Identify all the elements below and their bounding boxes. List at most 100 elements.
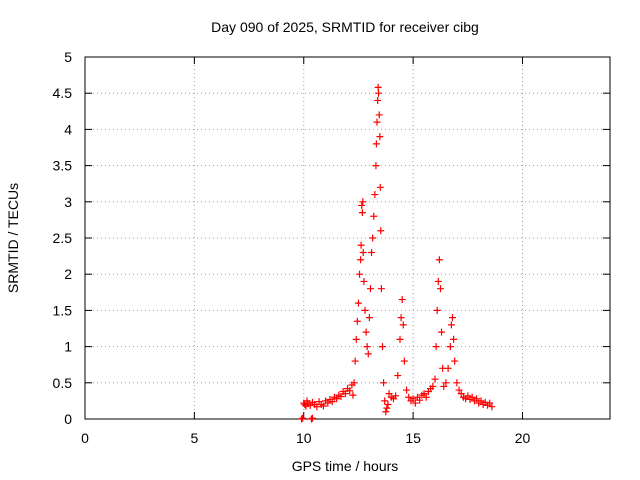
data-point: [356, 270, 364, 278]
data-point: [447, 321, 455, 329]
data-point: [368, 248, 376, 256]
data-point: [468, 393, 476, 401]
data-point: [374, 96, 382, 104]
data-point: [382, 408, 390, 416]
data-point: [416, 396, 424, 404]
data-point: [365, 314, 373, 322]
data-point: [364, 350, 372, 358]
data-point: [383, 404, 391, 412]
data-point: [319, 402, 327, 410]
data-point: [357, 241, 365, 249]
data-point: [453, 379, 461, 387]
data-point: [350, 379, 358, 387]
data-point: [409, 395, 417, 403]
data-point: [411, 399, 419, 407]
data-point: [324, 399, 332, 407]
data-point: [357, 256, 365, 264]
data-point: [444, 364, 452, 372]
data-point: [359, 248, 367, 256]
data-point: [422, 393, 430, 401]
data-point: [385, 390, 393, 398]
data-point: [346, 387, 354, 395]
data-point: [434, 277, 442, 285]
data-point: [301, 401, 309, 409]
data-point: [337, 393, 345, 401]
data-point: [457, 390, 465, 398]
y-tick-label: 2: [64, 266, 72, 282]
data-point: [433, 306, 441, 314]
data-point: [328, 398, 336, 406]
data-point: [377, 227, 385, 235]
data-point: [358, 209, 366, 217]
y-tick-label: 3.5: [53, 158, 73, 174]
data-point: [379, 343, 386, 351]
data-point: [370, 212, 378, 220]
data-point: [398, 296, 406, 304]
data-point: [351, 357, 359, 365]
data-point: [488, 403, 496, 411]
data-point: [299, 414, 307, 422]
data-point: [486, 399, 494, 407]
data-point: [477, 397, 485, 405]
y-tick-label: 5: [64, 49, 72, 65]
data-point: [380, 379, 388, 387]
y-tick-label: 3: [64, 194, 72, 210]
data-point: [455, 386, 463, 394]
data-point: [420, 390, 428, 398]
y-axis-label: SRMTID / TECUs: [5, 183, 21, 293]
x-tick-label: 10: [296, 430, 312, 446]
data-point: [352, 335, 360, 343]
data-point: [349, 391, 357, 399]
data-point: [449, 314, 456, 322]
y-tick-label: 0.5: [53, 375, 73, 391]
data-point: [392, 392, 400, 400]
data-point: [373, 118, 381, 126]
data-point: [341, 390, 349, 398]
data-points: [298, 83, 496, 423]
x-tick-label: 20: [515, 430, 531, 446]
data-point: [436, 285, 444, 293]
y-tick-label: 1: [64, 339, 72, 355]
data-point: [372, 162, 380, 170]
data-point: [405, 393, 413, 401]
data-point: [377, 285, 385, 293]
data-point: [429, 382, 437, 390]
y-tick-label: 1.5: [53, 302, 73, 318]
data-point: [431, 375, 439, 383]
y-tick-label: 2.5: [53, 230, 73, 246]
data-point: [440, 382, 448, 390]
y-tick-label: 0: [64, 411, 72, 427]
data-point: [438, 328, 446, 336]
data-point: [435, 256, 443, 264]
data-point: [375, 111, 383, 119]
data-point: [363, 343, 371, 351]
data-point: [298, 415, 306, 423]
data-point: [376, 183, 384, 191]
data-point: [371, 191, 379, 199]
data-point: [309, 414, 316, 422]
data-point: [333, 395, 341, 403]
chart-title: Day 090 of 2025, SRMTID for receiver cib…: [211, 19, 479, 35]
x-axis-label: GPS time / hours: [292, 458, 399, 474]
y-tick-label: 4: [64, 121, 72, 137]
data-point: [400, 357, 408, 365]
data-point: [360, 277, 368, 285]
data-point: [359, 198, 367, 206]
data-point: [366, 285, 374, 293]
data-point: [450, 335, 458, 343]
data-point: [396, 335, 404, 343]
data-point: [442, 379, 450, 387]
data-point: [464, 392, 472, 400]
data-point: [394, 372, 402, 380]
data-point: [399, 321, 407, 329]
data-point: [353, 317, 361, 325]
data-point: [369, 234, 377, 242]
x-tick-label: 5: [190, 430, 198, 446]
data-point: [432, 343, 440, 351]
data-point: [403, 386, 411, 394]
data-point: [446, 343, 454, 351]
data-point: [358, 201, 366, 209]
data-point: [397, 314, 405, 322]
